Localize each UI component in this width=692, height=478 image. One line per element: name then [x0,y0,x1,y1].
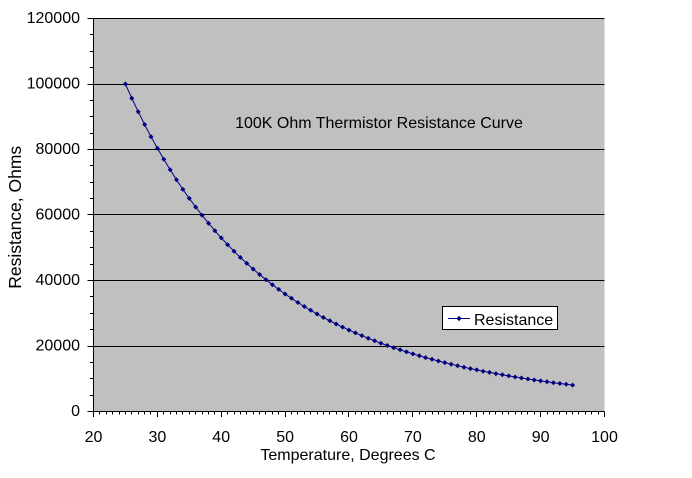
svg-text:120000: 120000 [27,10,80,27]
svg-text:60: 60 [340,429,358,446]
svg-text:40: 40 [212,429,230,446]
svg-text:Temperature, Degrees C: Temperature, Degrees C [260,447,435,464]
svg-text:80000: 80000 [36,141,81,158]
svg-text:40000: 40000 [36,272,81,289]
svg-text:100000: 100000 [27,76,80,93]
svg-text:100: 100 [591,429,618,446]
svg-text:Resistance, Ohms: Resistance, Ohms [5,146,25,289]
svg-text:30: 30 [149,429,167,446]
svg-text:50: 50 [276,429,294,446]
svg-text:0: 0 [71,403,80,420]
svg-text:20: 20 [85,429,103,446]
svg-text:20000: 20000 [36,338,81,355]
svg-text:100K Ohm Thermistor Resistance: 100K Ohm Thermistor Resistance Curve [235,115,523,132]
svg-text:60000: 60000 [36,207,81,224]
svg-text:70: 70 [404,429,422,446]
svg-text:90: 90 [532,429,550,446]
svg-text:80: 80 [468,429,486,446]
svg-text:Resistance: Resistance [474,312,553,329]
